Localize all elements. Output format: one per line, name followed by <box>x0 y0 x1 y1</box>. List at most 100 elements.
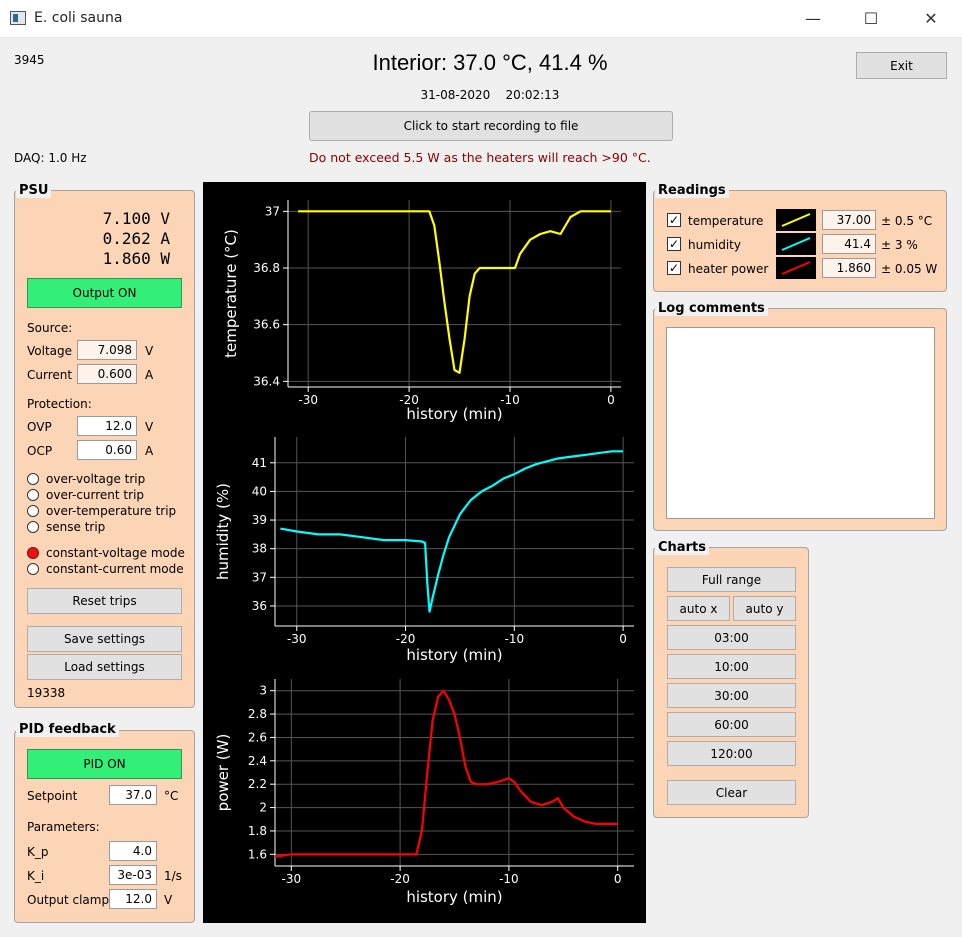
y-tick-label: 37 <box>265 204 280 218</box>
humidity-label: humidity <box>688 238 741 252</box>
y-axis-label: temperature (°C) <box>222 229 240 358</box>
series-line-1 <box>280 450 624 613</box>
readings-title: Readings <box>655 183 729 198</box>
app-icon <box>10 11 26 25</box>
maximize-icon[interactable]: ☐ <box>863 9 879 28</box>
y-tick-label: 41 <box>252 456 267 470</box>
heater-power-label: heater power <box>688 262 769 276</box>
setpoint-unit: °C <box>164 789 179 803</box>
interior-readout: Interior: 37.0 °C, 41.4 % <box>372 50 608 75</box>
protection-label: Protection: <box>27 397 92 411</box>
over-voltage-trip-indicator <box>27 473 39 485</box>
record-button[interactable]: Click to start recording to file <box>309 111 673 141</box>
clamp-unit: V <box>164 893 173 907</box>
over-current-trip-indicator <box>27 489 39 501</box>
temperature-swatch[interactable] <box>776 209 816 231</box>
series-line-2 <box>274 689 618 858</box>
psu-readouts: 7.100 V 0.262 A 1.860 W <box>40 209 170 269</box>
clamp-input[interactable]: 12.0 <box>109 889 157 909</box>
current-unit: A <box>145 368 154 382</box>
exit-button[interactable]: Exit <box>856 52 947 79</box>
setpoint-label: Setpoint <box>27 789 78 803</box>
output-button[interactable]: Output ON <box>27 278 182 308</box>
temperature-uncertainty: ± 0.5 °C <box>881 214 933 228</box>
y-tick-label: 1.8 <box>248 824 267 838</box>
humidity-checkbox[interactable]: ✓ <box>667 237 681 251</box>
plots-panel: -30 -20 -10 0 36.4 36.6 36.8 37 history (min) tem… <box>203 182 646 923</box>
range-3min-button[interactable]: 03:00 <box>667 625 796 650</box>
save-settings-button[interactable]: Save settings <box>27 626 182 652</box>
ovp-label: OVP <box>27 420 52 434</box>
range-30min-button[interactable]: 30:00 <box>667 683 796 708</box>
x-tick-label: 0 <box>607 393 615 407</box>
datetime: 31-08-2020 20:02:13 <box>380 88 600 102</box>
heater-warning: Do not exceed 5.5 W as the heaters will … <box>309 150 651 165</box>
source-label: Source: <box>27 321 73 335</box>
y-tick-label: 36.6 <box>253 318 280 332</box>
voltage-unit: V <box>145 344 154 358</box>
sense-trip-indicator <box>27 521 39 533</box>
load-settings-button[interactable]: Load settings <box>27 654 182 680</box>
reset-trips-button[interactable]: Reset trips <box>27 588 182 614</box>
heater-power-value: 1.860 <box>822 258 876 278</box>
window-title: E. coli sauna <box>34 10 123 26</box>
frame-counter: 3945 <box>14 53 45 67</box>
heater-power-checkbox[interactable]: ✓ <box>667 261 681 275</box>
ocp-input[interactable]: 0.60 <box>77 440 137 460</box>
psu-current-readout: 0.262 A <box>102 229 170 248</box>
full-range-button[interactable]: Full range <box>667 567 796 592</box>
close-icon[interactable]: ✕ <box>924 9 938 28</box>
pid-button[interactable]: PID ON <box>27 749 182 779</box>
x-tick-label: -20 <box>390 872 410 886</box>
ovp-input[interactable]: 12.0 <box>77 416 137 436</box>
clear-button[interactable]: Clear <box>667 780 796 805</box>
psu-counter: 19338 <box>27 686 66 700</box>
x-tick-label: -20 <box>396 632 416 646</box>
current-readout-field: 0.600 <box>77 364 137 384</box>
y-tick-label: 1.6 <box>248 847 267 861</box>
daq-rate: DAQ: 1.0 Hz <box>14 151 87 165</box>
x-axis-label: history (min) <box>406 888 502 906</box>
ki-input[interactable]: 3e-03 <box>109 865 157 885</box>
over-voltage-trip-label: over-voltage trip <box>46 472 146 486</box>
title-bar: E. coli sauna — ☐ ✕ <box>0 0 962 38</box>
parameters-label: Parameters: <box>27 820 100 834</box>
x-tick-label: 0 <box>614 872 622 886</box>
y-tick-label: 36 <box>252 599 267 613</box>
ocp-unit: A <box>145 444 154 458</box>
kp-input[interactable]: 4.0 <box>109 841 157 861</box>
ki-label: K_i <box>27 869 45 883</box>
pid-title: PID feedback <box>16 722 119 737</box>
humidity-value: 41.4 <box>822 234 876 254</box>
range-60min-button[interactable]: 60:00 <box>667 712 796 737</box>
auto-y-button[interactable]: auto y <box>733 596 796 621</box>
kp-label: K_p <box>27 845 49 859</box>
setpoint-input[interactable]: 37.0 <box>109 785 157 805</box>
minimize-icon[interactable]: — <box>805 9 821 28</box>
range-10min-button[interactable]: 10:00 <box>667 654 796 679</box>
auto-x-button[interactable]: auto x <box>667 596 730 621</box>
cv-mode-label: constant-voltage mode <box>46 546 185 560</box>
x-tick-label: -30 <box>298 393 318 407</box>
heater-power-swatch[interactable] <box>776 257 816 279</box>
range-120min-button[interactable]: 120:00 <box>667 741 796 766</box>
y-tick-label: 2.2 <box>248 777 267 791</box>
plots-svg: -30 -20 -10 0 36.4 36.6 36.8 37 history (min) tem… <box>214 200 634 906</box>
temperature-checkbox[interactable]: ✓ <box>667 213 681 227</box>
y-axis-label: power (W) <box>214 734 232 812</box>
humidity-swatch[interactable] <box>776 233 816 255</box>
x-axis-label: history (min) <box>406 405 502 423</box>
y-tick-label: 37 <box>252 570 267 584</box>
x-tick-label: -10 <box>500 393 520 407</box>
log-comments-textarea[interactable] <box>666 327 935 519</box>
temperature-label: temperature <box>688 214 764 228</box>
x-tick-label: -20 <box>399 393 419 407</box>
psu-voltage-readout: 7.100 V <box>102 209 170 228</box>
cc-mode-indicator <box>27 563 39 575</box>
x-tick-label: -10 <box>499 872 519 886</box>
log-title: Log comments <box>655 301 768 316</box>
y-tick-label: 2 <box>259 801 267 815</box>
over-temperature-trip-indicator <box>27 505 39 517</box>
y-tick-label: 36.4 <box>253 374 280 388</box>
sense-trip-label: sense trip <box>46 520 106 534</box>
